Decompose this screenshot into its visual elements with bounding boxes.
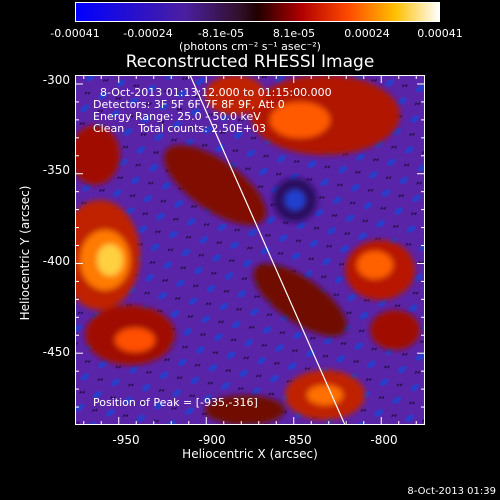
plot-frame [75,75,425,425]
axis-tick-marks [75,75,425,425]
x-tick-label: -800 [370,433,398,447]
x-axis-label: Heliocentric X (arcsec) [182,447,318,461]
y-tick-label: -300 [42,73,70,87]
x-tick-label: -950 [112,433,140,447]
info-method-counts: Clean Total counts: 2.50E+03 [93,122,267,135]
colorbar-tick-label: -0.00024 [123,27,173,40]
solar-limb-line [189,75,346,425]
colorbar-units-label: (photons cm⁻² s⁻¹ asec⁻²) [179,40,321,53]
colorbar-tick-label: 8.1e-05 [272,27,316,40]
colorbar-tick-label: 0.00041 [417,27,463,40]
colorbar-tick-label: 0.00024 [344,27,390,40]
colorbar [75,2,440,22]
rhessi-image-plot [75,75,425,425]
colorbar-tick-label: -0.00041 [50,27,100,40]
footer-timestamp: 8-Oct-2013 01:39 [407,486,496,497]
y-tick-label: -450 [42,345,70,359]
info-time-range: 8-Oct-2013 01:13:12.000 to 01:15:00.000 [100,86,332,99]
y-tick-label: -400 [42,254,70,268]
emission-patches [75,75,420,425]
info-energy-range: Energy Range: 25.0 - 50.0 keV [93,110,261,123]
info-peak-position: Position of Peak = [-935,-316] [93,396,258,409]
y-tick-label: -350 [42,163,70,177]
x-tick-label: -900 [198,433,226,447]
x-tick-label: -850 [284,433,312,447]
colorbar-tick-label: -8.1e-05 [197,27,245,40]
image-title: Reconstructed RHESSI Image [125,52,375,72]
y-axis-label: Heliocentric Y (arcsec) [18,185,32,321]
info-detectors: Detectors: 3F 5F 6F 7F 8F 9F, Att 0 [93,98,285,111]
